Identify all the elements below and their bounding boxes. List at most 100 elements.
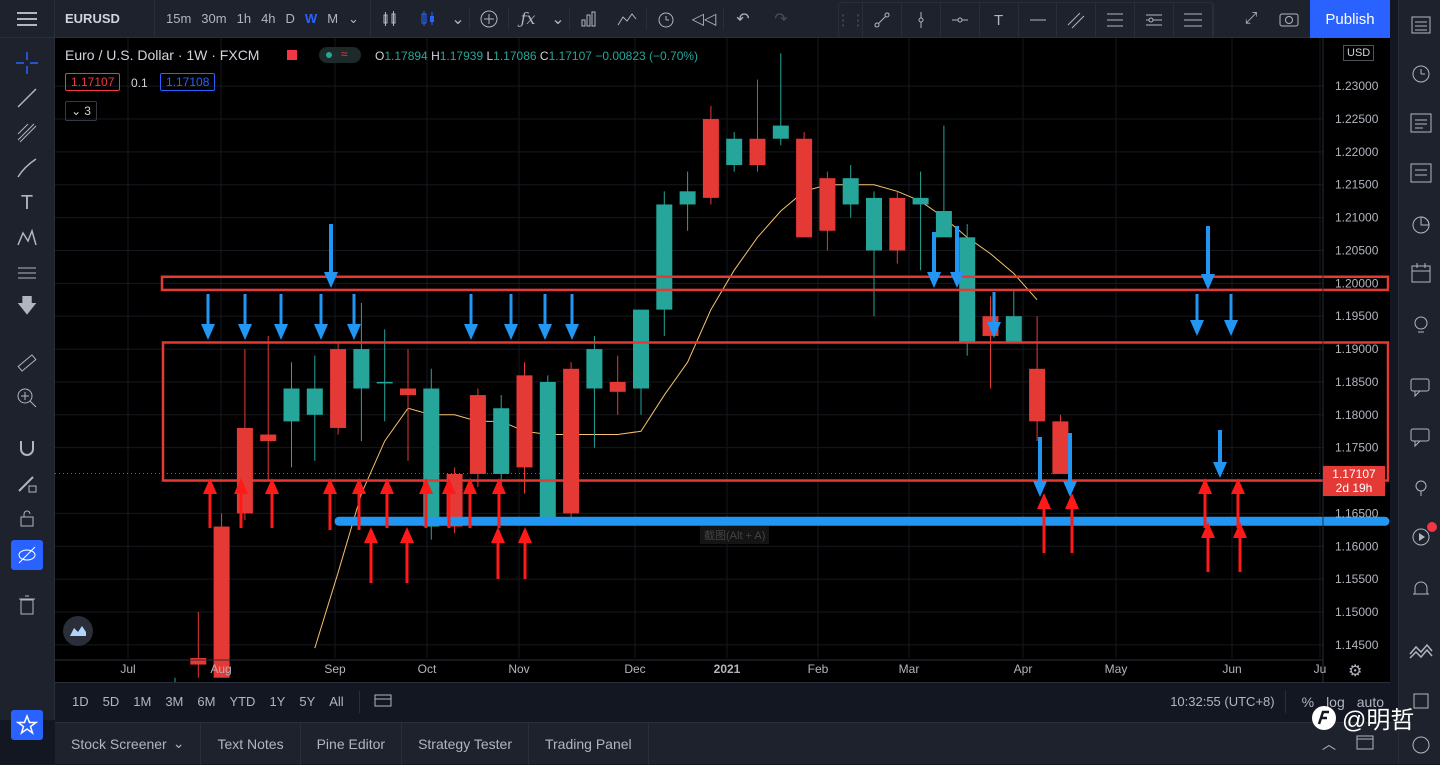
arrow-head	[1033, 481, 1047, 497]
hide-drawings-icon[interactable]	[11, 540, 43, 570]
log-toggle[interactable]: log	[1326, 693, 1345, 710]
financials-icon[interactable]	[570, 0, 608, 38]
flag-icon[interactable]	[287, 50, 297, 60]
spread-value: 0.1	[131, 76, 148, 90]
chart-pattern-icon[interactable]	[1404, 634, 1438, 668]
compare-icon[interactable]	[608, 0, 646, 38]
range-5y[interactable]: 5Y	[299, 694, 316, 709]
tab-strategy-tester[interactable]: Strategy Tester	[402, 722, 529, 765]
currency-label[interactable]: USD	[1343, 45, 1375, 61]
tab-text-notes[interactable]: Text Notes	[201, 722, 301, 765]
pattern-icon[interactable]	[8, 223, 46, 253]
range-5d[interactable]: 5D	[102, 694, 120, 709]
candles-icon[interactable]	[409, 0, 447, 38]
drag-handle-icon[interactable]: ⋮⋮	[836, 3, 866, 37]
alert-icon[interactable]	[647, 0, 685, 38]
layers-icon[interactable]	[1404, 684, 1438, 718]
settings-gear-icon[interactable]: ⚙	[1348, 663, 1363, 680]
indicators-toggle[interactable]: ⌄ 3	[65, 101, 97, 121]
range-all[interactable]: All	[329, 694, 344, 709]
vertical-line-icon[interactable]	[902, 3, 941, 37]
range-ytd[interactable]: YTD	[229, 694, 256, 709]
crosshair-icon[interactable]	[8, 48, 46, 78]
watchlist-icon[interactable]	[1404, 8, 1438, 42]
range-3m[interactable]: 3M	[165, 694, 184, 709]
tab-pine-editor[interactable]: Pine Editor	[301, 722, 403, 765]
timeframe-1h[interactable]: 1h	[236, 11, 252, 26]
trendline-icon[interactable]	[863, 3, 902, 37]
brush-icon[interactable]	[8, 153, 46, 183]
arrow-down-icon[interactable]: 🡇	[16, 295, 38, 317]
broadcast-icon[interactable]	[1404, 520, 1438, 554]
timeframe-30m[interactable]: 30m	[201, 11, 227, 26]
alarm-clock-icon[interactable]	[1404, 56, 1438, 90]
timeframe-15m[interactable]: 15m	[166, 11, 192, 26]
magnet-icon[interactable]	[8, 433, 46, 463]
favorites-star-icon[interactable]	[11, 710, 43, 740]
symbol-search[interactable]: EURUSD	[55, 0, 155, 38]
tradingview-logo-icon[interactable]	[63, 616, 93, 646]
messages-icon[interactable]	[1404, 420, 1438, 454]
undo-icon[interactable]: ↶	[736, 10, 750, 28]
timeframe-d[interactable]: D	[285, 11, 295, 26]
tab-trading-panel[interactable]: Trading Panel	[529, 722, 649, 765]
publish-button[interactable]: Publish	[1310, 0, 1390, 38]
tab-stock-screener[interactable]: Stock Screener ⌄	[55, 722, 202, 765]
market-status-badge[interactable]: ≈	[319, 47, 361, 63]
camera-icon[interactable]	[1270, 0, 1308, 38]
fullscreen-icon[interactable]: ⤢	[1244, 10, 1258, 27]
text-icon[interactable]: T	[20, 191, 34, 214]
data-window-icon[interactable]	[1404, 106, 1438, 140]
maximize-panel-icon[interactable]	[1348, 734, 1398, 753]
parallel-channel-icon[interactable]	[1057, 3, 1097, 37]
text-tool-icon[interactable]: T	[980, 3, 1019, 37]
trash-icon[interactable]	[8, 590, 46, 620]
bid-price[interactable]: 1.17107	[65, 73, 121, 91]
timeframe-m[interactable]: M	[327, 11, 339, 26]
calendar-icon[interactable]	[1404, 256, 1438, 290]
range-1d[interactable]: 1D	[72, 694, 89, 709]
fib-extension-icon[interactable]	[1135, 3, 1175, 37]
zoom-in-icon[interactable]	[8, 383, 46, 413]
timeframe-4h[interactable]: 4h	[261, 11, 276, 26]
price-chart[interactable]: 1.23000 1.22500 1.22000 1.21500 1.21000 1.205…	[55, 38, 1390, 682]
goto-date-icon[interactable]	[360, 693, 406, 710]
chart-area[interactable]: 1.23000 1.22500 1.22000 1.21500 1.21000 1.205…	[55, 38, 1390, 682]
lock-icon[interactable]	[8, 503, 46, 533]
bar-style-icon[interactable]	[371, 0, 409, 38]
ask-price[interactable]: 1.17108	[160, 73, 216, 91]
range-6m[interactable]: 6M	[197, 694, 216, 709]
chevron-down-icon[interactable]: ⌄	[551, 10, 565, 28]
chevron-down-icon[interactable]: ⌄	[451, 10, 465, 28]
menu-icon[interactable]	[0, 0, 55, 38]
clock-time[interactable]: 10:32:55 (UTC+8)	[1170, 694, 1275, 709]
range-1m[interactable]: 1M	[133, 694, 152, 709]
chat-icon[interactable]	[1404, 370, 1438, 404]
auto-toggle[interactable]: auto	[1356, 693, 1384, 710]
add-indicator-icon[interactable]	[470, 0, 508, 38]
horizontal-ray-icon[interactable]	[941, 3, 980, 37]
fib-retracement-icon[interactable]	[1096, 3, 1136, 37]
percent-toggle[interactable]: %	[1301, 693, 1315, 710]
streams-icon[interactable]	[1404, 470, 1438, 504]
range-1y[interactable]: 1Y	[269, 694, 286, 709]
redo-icon[interactable]: ↷	[774, 10, 788, 28]
prediction-icon[interactable]	[8, 258, 46, 288]
bell-icon[interactable]	[1404, 572, 1438, 606]
chevron-down-icon[interactable]: ⌄	[348, 10, 359, 26]
timeframe-w[interactable]: W	[304, 11, 318, 26]
indicators-icon[interactable]: ƒx	[520, 9, 536, 28]
news-icon[interactable]	[1404, 156, 1438, 190]
pitchfork-icon[interactable]	[1174, 3, 1214, 37]
chevron-up-icon[interactable]: ︿	[1322, 735, 1336, 752]
lock-pencil-icon[interactable]	[8, 468, 46, 498]
help-icon[interactable]	[1404, 728, 1438, 762]
replay-icon[interactable]: ◁◁	[691, 10, 717, 28]
fib-tool-icon[interactable]	[8, 118, 46, 148]
line-tool-icon[interactable]	[8, 83, 46, 113]
time-tick-label: Mar	[899, 662, 920, 676]
ideas-icon[interactable]	[1404, 308, 1438, 342]
ruler-icon[interactable]	[8, 348, 46, 378]
horizontal-line-icon[interactable]	[1019, 3, 1058, 37]
hotlist-icon[interactable]	[1404, 208, 1438, 242]
